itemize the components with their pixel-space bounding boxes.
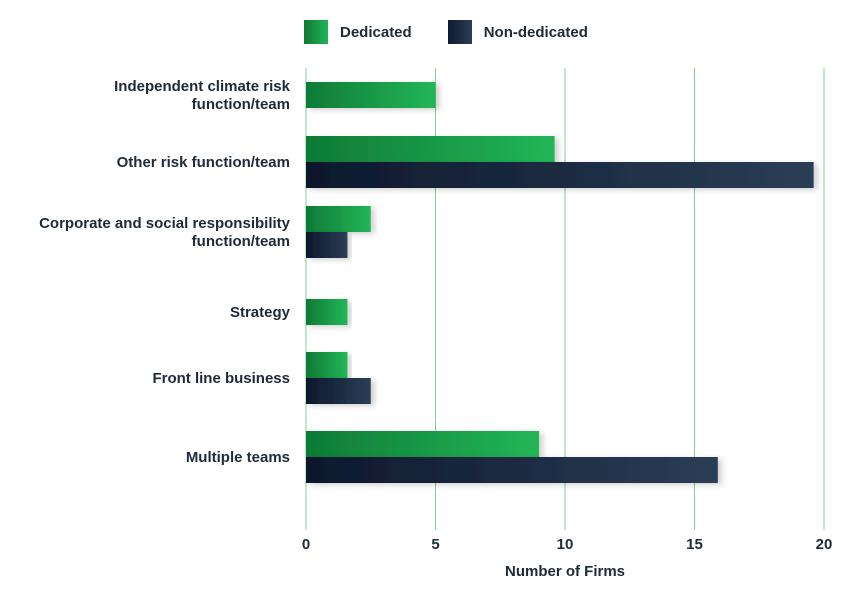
category-label-3: Strategy bbox=[230, 304, 291, 321]
legend-item-non-dedicated: Non-dedicated bbox=[447, 20, 588, 44]
legend-label-dedicated: Dedicated bbox=[340, 23, 412, 41]
bar-non-dedicated-5 bbox=[306, 457, 718, 483]
bar-dedicated-1 bbox=[306, 136, 555, 162]
legend-swatch-non-dedicated bbox=[447, 20, 472, 44]
bar-non-dedicated-1 bbox=[306, 162, 814, 188]
category-label-line: function/team bbox=[192, 233, 290, 250]
x-tick-label-20: 20 bbox=[816, 536, 833, 553]
category-label-line: function/team bbox=[192, 96, 290, 113]
category-label-1: Other risk function/team bbox=[117, 154, 290, 171]
category-label-0: Independent climate risk function/team bbox=[114, 78, 291, 113]
category-label-line: Strategy bbox=[230, 304, 291, 321]
bar-dedicated-5 bbox=[306, 431, 540, 457]
category-label-line: Independent climate risk bbox=[114, 78, 291, 95]
x-tick-label-0: 0 bbox=[302, 536, 310, 553]
x-tick-label-5: 5 bbox=[431, 536, 439, 553]
bar-dedicated-2 bbox=[306, 206, 371, 232]
bar-non-dedicated-2 bbox=[306, 232, 348, 258]
bar-non-dedicated-4 bbox=[306, 378, 371, 404]
x-axis-title: Number of Firms bbox=[504, 563, 625, 580]
bar-dedicated-3 bbox=[306, 299, 348, 325]
x-tick-label-10: 10 bbox=[557, 536, 574, 553]
legend: Dedicated Non-dedicated bbox=[304, 20, 624, 44]
bar-dedicated-4 bbox=[306, 352, 348, 378]
legend-label-non-dedicated: Non-dedicated bbox=[483, 23, 588, 41]
category-label-2: Corporate and social responsibility funct… bbox=[39, 215, 291, 250]
category-label-5: Multiple teams bbox=[186, 449, 290, 466]
legend-swatch-dedicated bbox=[304, 20, 328, 44]
category-label-line: Multiple teams bbox=[186, 449, 290, 466]
category-label-line: Other risk function/team bbox=[117, 154, 290, 171]
bar-dedicated-0 bbox=[306, 82, 436, 108]
x-tick-label-15: 15 bbox=[686, 536, 703, 553]
category-label-line: Corporate and social responsibility bbox=[39, 215, 291, 232]
category-label-4: Front line business bbox=[152, 370, 290, 387]
category-label-line: Front line business bbox=[152, 370, 290, 387]
legend-item-dedicated: Dedicated bbox=[304, 20, 412, 44]
